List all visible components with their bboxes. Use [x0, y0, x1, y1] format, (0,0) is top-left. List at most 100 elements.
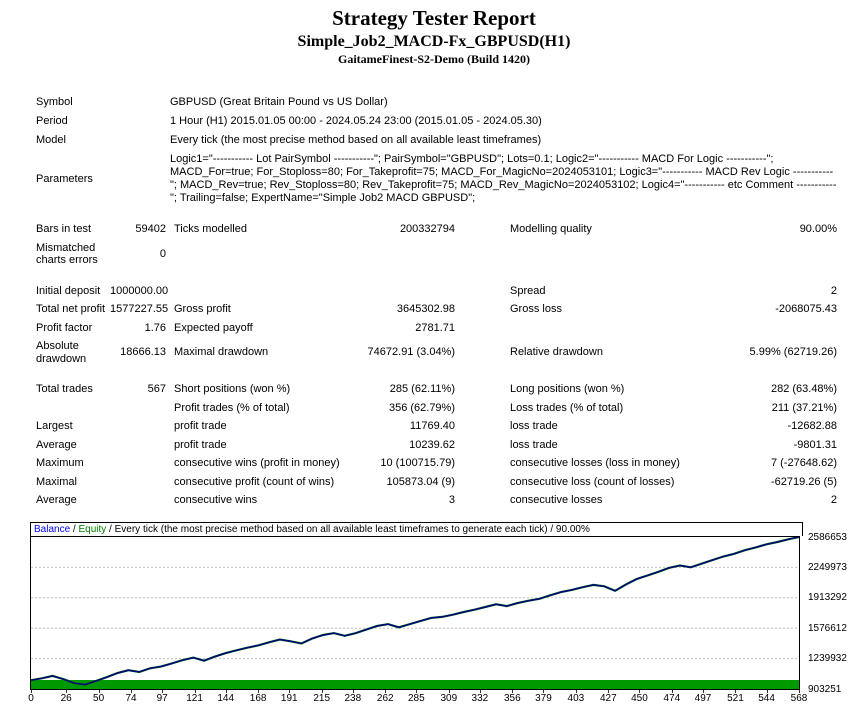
stat-value	[354, 282, 455, 301]
stat-value: -2068075.43	[775, 303, 837, 315]
x-axis-label: 26	[60, 692, 72, 704]
x-axis-tick	[352, 689, 354, 693]
x-axis-tick	[543, 689, 545, 693]
stat-label: Spread	[510, 284, 546, 297]
info-label: Period	[36, 115, 68, 127]
stat-label: Maximal drawdown	[174, 346, 269, 359]
x-axis-label: 309	[440, 692, 458, 704]
info-label: Symbol	[36, 96, 73, 108]
stat-label: Profit trades (% of total)	[174, 401, 290, 414]
column-spacer	[455, 417, 510, 436]
stat-value: 59402	[135, 223, 166, 235]
x-axis-label: 215	[313, 692, 331, 704]
stat-label	[36, 399, 110, 418]
stats-row: Bars in test 59402 Ticks modelled 200332794…	[36, 220, 837, 239]
stat-label: Absolute drawdown	[36, 340, 87, 365]
stat-value: 2781.71	[415, 321, 455, 334]
stat-value: -62719.26 (5)	[770, 475, 837, 488]
stat-value	[354, 239, 455, 270]
stat-label: Initial deposit	[36, 284, 101, 297]
x-axis-label: 521	[727, 692, 744, 704]
stat-value: 11769.40	[409, 420, 455, 432]
x-axis-label: 544	[758, 692, 775, 704]
stat-value: 1000000.00	[110, 284, 169, 297]
x-axis-tick	[31, 689, 32, 693]
stat-value	[110, 473, 166, 492]
column-spacer	[455, 473, 510, 492]
stat-label: Bars in test	[36, 223, 92, 235]
stat-label: profit trade	[174, 420, 227, 432]
report-subtitle: Simple_Job2_MACD-Fx_GBPUSD(H1)	[297, 33, 571, 50]
stats-row: Total trades 567 Short positions (won %) 28…	[36, 380, 837, 399]
x-axis-tick	[66, 689, 68, 693]
y-axis-label: 1576612	[808, 622, 847, 634]
stat-label: profit trade	[174, 438, 227, 451]
stat-label: consecutive wins	[174, 494, 258, 506]
x-axis-tick	[98, 689, 100, 693]
column-spacer	[455, 436, 510, 455]
info-value: Logic1="----------- Lot PairSymbol -----…	[170, 153, 837, 204]
column-spacer	[455, 380, 510, 399]
stats-row: Average profit trade 10239.62 loss trade -98…	[36, 436, 837, 455]
stat-value: 1577227.55	[110, 303, 169, 315]
info-row-symbol: Symbol GBPUSD (Great Britain Pound vs US …	[36, 93, 837, 112]
x-axis-tick	[225, 689, 227, 693]
stat-value: -9801.31	[793, 438, 837, 451]
stat-label: Gross loss	[510, 303, 562, 315]
stat-label	[166, 239, 354, 270]
stats-row: Maximal consecutive profit (count of wins…	[36, 473, 837, 492]
stat-label	[510, 239, 725, 270]
x-axis-tick	[258, 689, 260, 693]
stat-label: Largest	[36, 420, 73, 432]
column-spacer	[455, 399, 510, 418]
stat-value: 10239.62	[409, 438, 455, 451]
stat-value: 90.00%	[799, 223, 837, 235]
equity-line	[31, 536, 799, 686]
stat-value: 2	[830, 494, 837, 506]
stat-value: 200332794	[399, 223, 455, 235]
stat-value: 211 (37.21%)	[771, 401, 837, 414]
stat-value: 5.99% (62719.26)	[749, 346, 837, 359]
stat-label: Total net profit	[36, 303, 106, 315]
stat-value	[110, 436, 166, 455]
info-row-parameters: Parameters Logic1="----------- Lot PairSy…	[36, 150, 837, 208]
stat-value	[110, 454, 166, 473]
stat-value: 0	[159, 247, 166, 260]
info-value: Every tick (the most precise method base…	[170, 134, 542, 146]
stat-label: loss trade	[510, 420, 558, 432]
report-title: Strategy Tester Report	[332, 6, 536, 30]
x-axis-label: 450	[631, 692, 648, 704]
stat-value: 18666.13	[120, 346, 166, 359]
x-axis-tick	[766, 689, 768, 693]
stat-label	[166, 282, 354, 301]
x-axis-label: 168	[249, 692, 267, 704]
stat-value: -12682.88	[787, 420, 837, 432]
column-spacer	[455, 282, 510, 301]
report-header: Strategy Tester Report Simple_Job2_MACD-…	[0, 0, 868, 67]
info-label: Parameters	[36, 172, 93, 185]
stats-row: Initial deposit 1000000.00 Spread 2	[36, 282, 837, 301]
legend-description: / Every tick (the most precise method ba…	[106, 523, 590, 535]
stat-value: 3645302.98	[396, 303, 455, 315]
x-axis-tick	[608, 689, 610, 693]
column-spacer	[455, 454, 510, 473]
x-axis-tick	[639, 689, 641, 693]
stat-label	[510, 319, 725, 338]
stat-label: loss trade	[510, 438, 558, 451]
x-axis-tick	[289, 689, 291, 693]
x-axis-label: 262	[376, 692, 394, 704]
x-axis-tick	[799, 689, 800, 693]
stat-label: Modelling quality	[510, 223, 592, 235]
x-axis-label: 0	[28, 692, 34, 704]
stat-value: 282 (63.48%)	[770, 383, 837, 395]
x-axis-tick	[416, 689, 418, 693]
info-row-period: Period 1 Hour (H1) 2015.01.05 00:00 - 202…	[36, 112, 837, 131]
x-axis-tick	[162, 689, 164, 693]
stat-label: Maximal	[36, 475, 77, 488]
y-axis-label: 2586653	[808, 531, 847, 543]
report-build-line: GaitameFinest-S2-Demo (Build 1420)	[338, 52, 530, 66]
column-spacer	[455, 239, 510, 270]
stat-label: Short positions (won %)	[174, 383, 291, 395]
x-axis-label: 356	[504, 692, 521, 704]
